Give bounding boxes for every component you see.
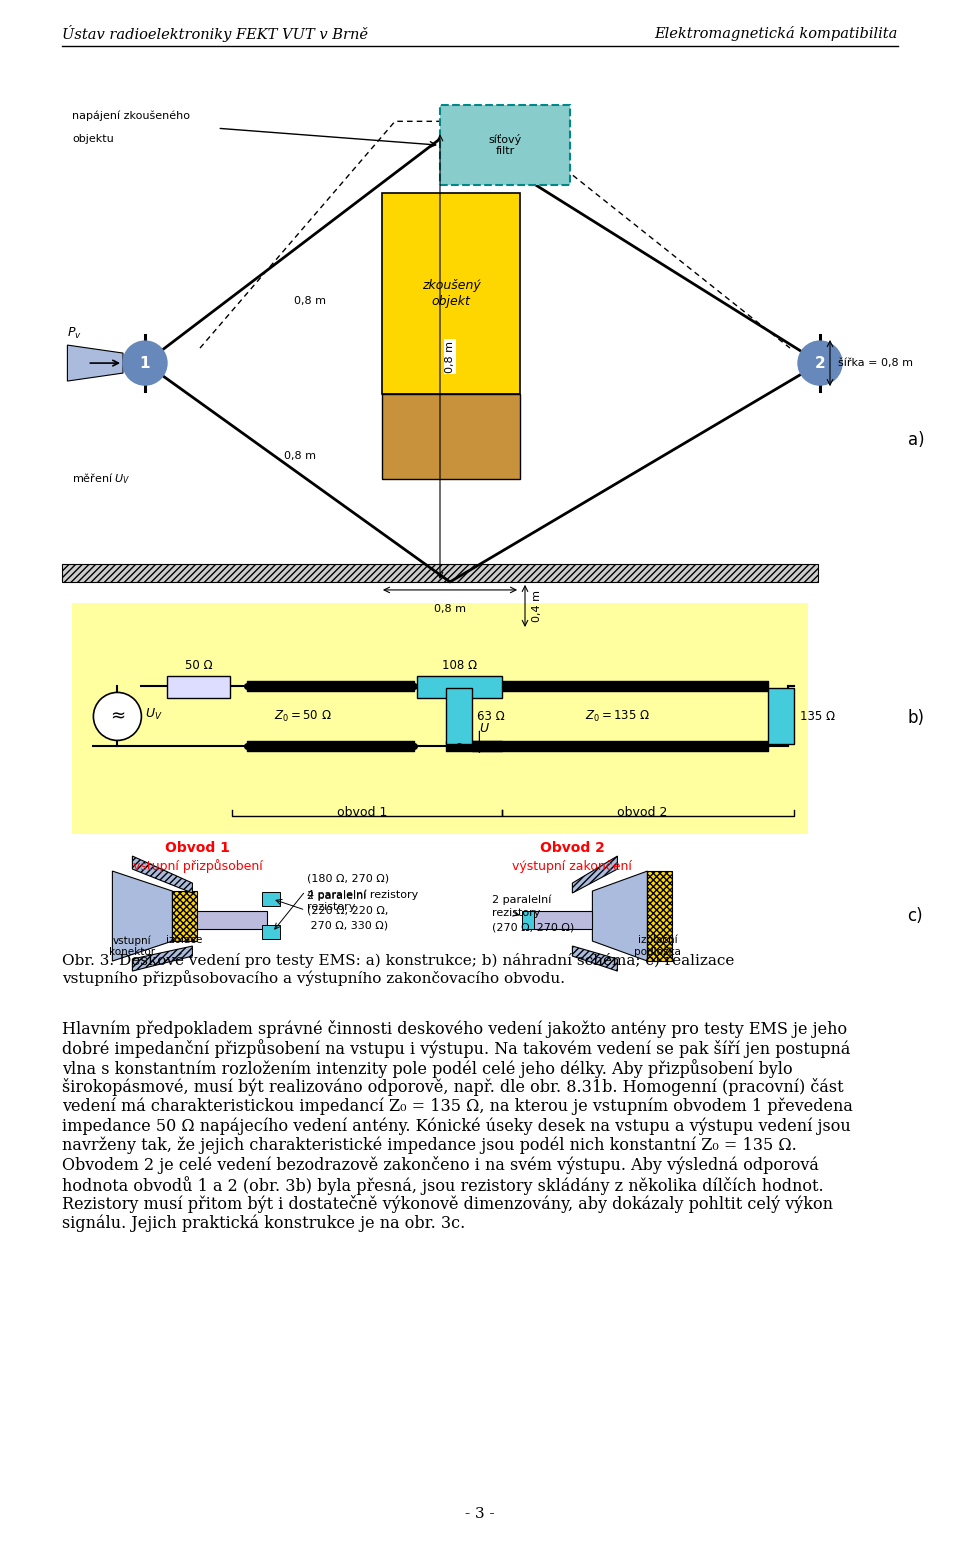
Text: impedance 50 Ω napájecího vedení antény. Kónické úseky desek na vstupu a výstupu: impedance 50 Ω napájecího vedení antény.… bbox=[62, 1117, 852, 1134]
Text: $U$: $U$ bbox=[479, 722, 491, 735]
Text: $P_v$: $P_v$ bbox=[67, 326, 83, 341]
Text: napájení zkoušeného: napájení zkoušeného bbox=[72, 111, 190, 121]
FancyBboxPatch shape bbox=[72, 603, 807, 834]
FancyBboxPatch shape bbox=[382, 394, 520, 479]
Text: 2: 2 bbox=[815, 355, 826, 371]
Text: (220 Ω, 220 Ω,: (220 Ω, 220 Ω, bbox=[307, 905, 389, 915]
Text: a): a) bbox=[907, 431, 924, 450]
Polygon shape bbox=[112, 871, 173, 961]
Text: izolace: izolace bbox=[166, 935, 203, 946]
Text: Ústav radioelektroniky FEKT VUT v Brně: Ústav radioelektroniky FEKT VUT v Brně bbox=[62, 25, 369, 43]
FancyBboxPatch shape bbox=[440, 105, 570, 185]
Text: 270 Ω, 330 Ω): 270 Ω, 330 Ω) bbox=[307, 921, 389, 930]
Text: obvod 2: obvod 2 bbox=[617, 806, 667, 819]
Bar bbox=[262, 925, 280, 939]
Bar bbox=[522, 912, 535, 929]
Bar bbox=[62, 564, 818, 582]
Text: b): b) bbox=[907, 709, 924, 728]
Text: výstupní zakončení: výstupní zakončení bbox=[513, 861, 633, 873]
Text: 2 paralelní: 2 paralelní bbox=[492, 895, 552, 905]
Bar bbox=[768, 689, 794, 745]
Text: rezistory: rezistory bbox=[492, 908, 540, 918]
Bar bbox=[167, 677, 230, 698]
Bar bbox=[173, 891, 198, 941]
Bar bbox=[446, 689, 472, 745]
Text: (180 Ω, 270 Ω): (180 Ω, 270 Ω) bbox=[307, 873, 390, 884]
Text: 0,8 m: 0,8 m bbox=[434, 604, 466, 613]
Text: vlna s konstantním rozložením intenzity pole podél celé jeho délky. Aby přizpůso: vlna s konstantním rozložením intenzity … bbox=[62, 1058, 793, 1077]
Bar bbox=[198, 912, 268, 929]
Text: 0,4 m: 0,4 m bbox=[532, 590, 542, 623]
Polygon shape bbox=[132, 856, 192, 893]
Text: 0,8 m: 0,8 m bbox=[445, 340, 455, 372]
Polygon shape bbox=[67, 345, 123, 382]
Text: Obvod 1: Obvod 1 bbox=[165, 840, 229, 854]
Text: (270 Ω, 270 Ω): (270 Ω, 270 Ω) bbox=[492, 922, 575, 932]
Bar bbox=[418, 677, 502, 698]
Text: šířka = 0,8 m: šířka = 0,8 m bbox=[838, 358, 913, 368]
Text: 135 Ω: 135 Ω bbox=[800, 709, 835, 723]
Text: 108 Ω: 108 Ω bbox=[443, 660, 477, 672]
Bar bbox=[533, 912, 592, 929]
Text: 2 paralelní
rezistory: 2 paralelní rezistory bbox=[307, 890, 367, 912]
Text: měření $U_V$: měření $U_V$ bbox=[72, 471, 132, 487]
Text: 0,8 m: 0,8 m bbox=[294, 297, 326, 306]
Text: širokopásmové, musí být realizováno odporově, např. dle obr. 8.31b. Homogenní (p: širokopásmové, musí být realizováno odpo… bbox=[62, 1078, 844, 1097]
Text: 50 Ω: 50 Ω bbox=[185, 660, 213, 672]
Bar bbox=[647, 871, 672, 961]
Text: hodnota obvodů 1 a 2 (obr. 3b) byla přesná, jsou rezistory skládány z několika d: hodnota obvodů 1 a 2 (obr. 3b) byla přes… bbox=[62, 1176, 824, 1194]
Text: vstupní přizpůsobení: vstupní přizpůsobení bbox=[132, 859, 262, 873]
Circle shape bbox=[123, 341, 167, 385]
Text: Elektromagnetická kompatibilita: Elektromagnetická kompatibilita bbox=[654, 26, 898, 42]
Text: Obvod 2: Obvod 2 bbox=[540, 840, 605, 854]
Text: - 3 -: - 3 - bbox=[466, 1506, 494, 1522]
Text: obvod 1: obvod 1 bbox=[337, 806, 388, 819]
Text: Hlavním předpokladem správné činnosti deskového vedení jakožto antény pro testy : Hlavním předpokladem správné činnosti de… bbox=[62, 1020, 848, 1038]
Polygon shape bbox=[572, 856, 617, 893]
Text: 4 paralelní rezistory: 4 paralelní rezistory bbox=[307, 890, 419, 901]
Text: Obvodem 2 je celé vedení bezodrazově zakončeno i na svém výstupu. Aby výsledná o: Obvodem 2 je celé vedení bezodrazově zak… bbox=[62, 1156, 819, 1174]
Polygon shape bbox=[592, 871, 647, 961]
Text: 0,8 m: 0,8 m bbox=[284, 451, 316, 460]
Text: ≈: ≈ bbox=[109, 708, 125, 726]
Polygon shape bbox=[572, 946, 617, 972]
Text: Obr. 3. Deskové vedení pro testy EMS: a) konstrukce; b) náhradní schéma; c) real: Obr. 3. Deskové vedení pro testy EMS: a)… bbox=[62, 953, 734, 969]
Text: izolační
podložka: izolační podložka bbox=[634, 935, 681, 958]
Text: Rezistory musí přitom být i dostatečně výkonově dimenzovány, aby dokázaly pohlti: Rezistory musí přitom být i dostatečně v… bbox=[62, 1196, 833, 1213]
Text: navrženy tak, že jejich charakteristické impedance jsou podél nich konstantní Z₀: navrženy tak, že jejich charakteristické… bbox=[62, 1137, 797, 1154]
Text: c): c) bbox=[907, 907, 924, 925]
Text: $Z_0 = 50$ Ω: $Z_0 = 50$ Ω bbox=[274, 709, 331, 725]
Text: filtr: filtr bbox=[495, 147, 515, 156]
Text: 1: 1 bbox=[140, 355, 151, 371]
Text: vstupního přizpůsobovacího a výstupního zakončovacího obvodu.: vstupního přizpůsobovacího a výstupního … bbox=[62, 970, 565, 986]
Text: vstupní
konektor: vstupní konektor bbox=[109, 935, 156, 956]
Circle shape bbox=[93, 692, 141, 740]
Text: objekt: objekt bbox=[432, 295, 470, 307]
Text: vedení má charakteristickou impedancí Z₀ = 135 Ω, na kterou je vstupním obvodem : vedení má charakteristickou impedancí Z₀… bbox=[62, 1097, 853, 1115]
Text: $U_V$: $U_V$ bbox=[145, 708, 163, 722]
FancyBboxPatch shape bbox=[382, 193, 520, 394]
Text: síťový: síťový bbox=[489, 134, 521, 145]
Text: signálu. Jejich praktická konstrukce je na obr. 3c.: signálu. Jejich praktická konstrukce je … bbox=[62, 1214, 466, 1233]
Text: dobré impedanční přizpůsobení na vstupu i výstupu. Na takovém vedení se pak šíří: dobré impedanční přizpůsobení na vstupu … bbox=[62, 1040, 851, 1058]
Text: $Z_0 = 135$ Ω: $Z_0 = 135$ Ω bbox=[585, 709, 650, 725]
Bar bbox=[262, 891, 280, 905]
Polygon shape bbox=[132, 946, 192, 972]
Text: 63 Ω: 63 Ω bbox=[477, 709, 505, 723]
Text: zkoušený: zkoušený bbox=[421, 280, 480, 292]
Circle shape bbox=[798, 341, 842, 385]
Text: objektu: objektu bbox=[72, 134, 114, 144]
